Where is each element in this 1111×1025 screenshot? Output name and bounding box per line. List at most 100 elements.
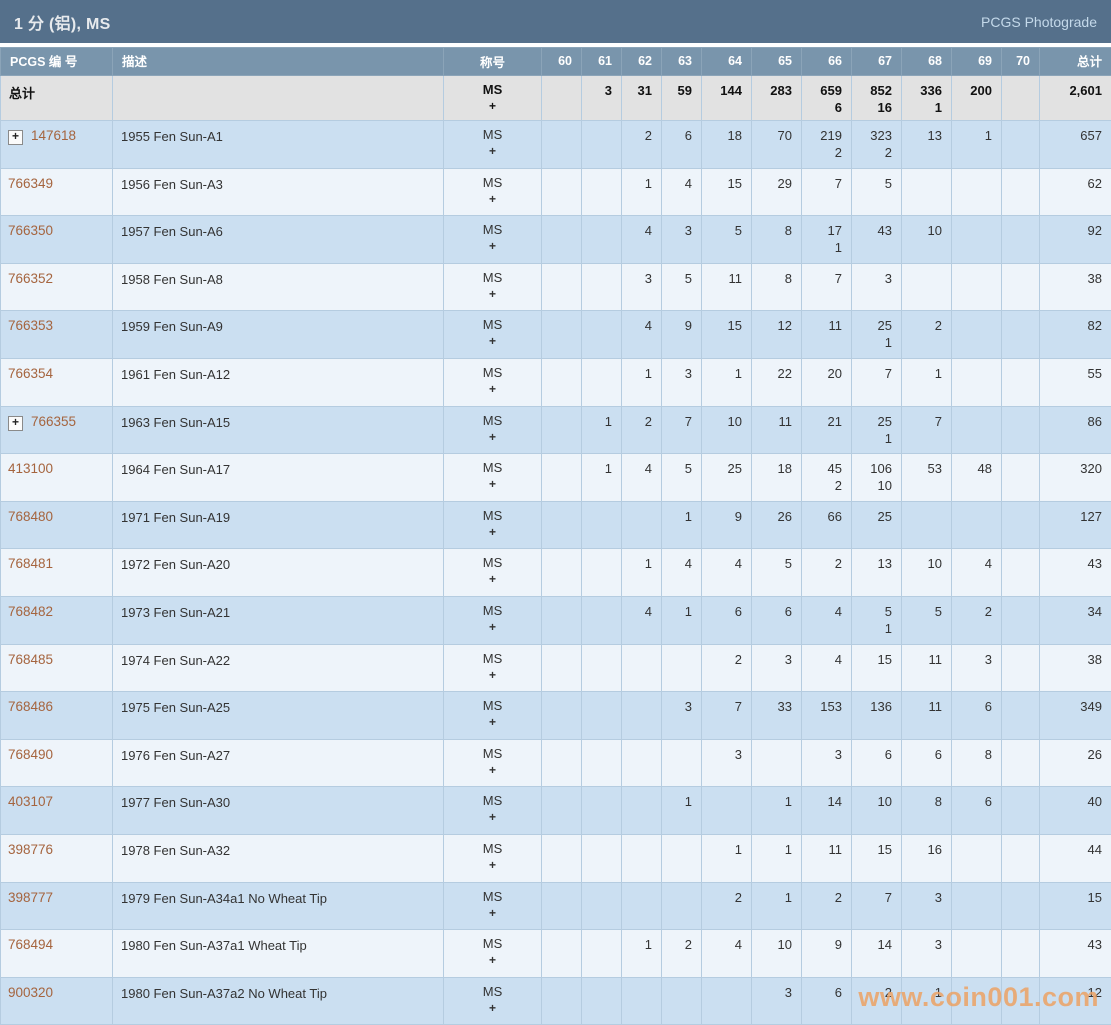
- grade-61-count-cell: [581, 500, 622, 550]
- pcgs-number-link[interactable]: 768490: [8, 746, 54, 762]
- grade-count-value: 1: [644, 556, 652, 572]
- pcgs-number-link[interactable]: 398776: [8, 841, 54, 857]
- row-total-cell: 44: [1039, 833, 1111, 883]
- designation-label: MS: [482, 983, 503, 999]
- row-total-cell: 43: [1039, 548, 1111, 597]
- grade-62-count-cell: 2: [621, 120, 662, 169]
- grade-70-count-cell: [1001, 215, 1040, 264]
- grade-68-count-cell: [901, 262, 952, 312]
- col-header-grade-60: 60: [541, 47, 582, 76]
- pcgs-number-link[interactable]: 768480: [8, 508, 54, 524]
- grade-61-count-cell: 1: [581, 405, 622, 455]
- pcgs-number-link[interactable]: 768494: [8, 937, 54, 953]
- grade-count-value: 7: [684, 413, 692, 429]
- pcgs-number-link[interactable]: 766352: [8, 270, 54, 286]
- grade-64-count-cell: 4: [701, 929, 752, 978]
- row-total-cell: 86: [1039, 405, 1111, 455]
- designation-plus-label: +: [488, 239, 496, 254]
- col-header-pcgs-number: PCGS 编 号: [0, 47, 113, 76]
- grade-count-value: 17: [827, 223, 842, 239]
- grade-61-count-cell: [581, 357, 622, 407]
- row-total-cell: 657: [1039, 120, 1111, 169]
- pcgs-number-link[interactable]: 768485: [8, 651, 54, 667]
- col-header-grade-70: 70: [1001, 47, 1040, 76]
- coin-description: 1973 Fen Sun-A21: [112, 595, 444, 645]
- pcgs-number-link[interactable]: 768486: [8, 699, 54, 715]
- pcgs-number-link[interactable]: 900320: [8, 984, 54, 1000]
- grade-69-count-cell: 1: [951, 120, 1002, 169]
- pcgs-number-link[interactable]: 768481: [8, 556, 54, 572]
- grade-count-value: 14: [827, 794, 842, 810]
- grade-count-value: 2: [834, 889, 842, 905]
- grade-66-count-cell: 7: [801, 167, 852, 217]
- grade-64-count-cell: 15: [701, 167, 752, 217]
- pcgs-number-link[interactable]: 403107: [8, 794, 54, 810]
- grade-count-value: 3: [684, 223, 692, 239]
- grade-66-count-cell: 153: [801, 691, 852, 740]
- table-row: 900320 1980 Fen Sun-A37a2 No Wheat Tip MS +…: [0, 976, 1111, 1025]
- grade-61-count-cell: [581, 643, 622, 693]
- grade-63-count-cell: 2: [661, 929, 702, 978]
- pcgs-number-link[interactable]: 766353: [8, 318, 54, 334]
- row-total-value: 34: [1087, 603, 1102, 619]
- grade-count-value: 10: [927, 556, 942, 572]
- grade-count-value: 4: [834, 603, 842, 619]
- grade-61-count-cell: [581, 548, 622, 597]
- grade-count-value: 45: [827, 461, 842, 477]
- grade-66-count-cell: 4: [801, 643, 852, 693]
- grade-65-count-cell: 1: [751, 833, 802, 883]
- row-total-value: 92: [1087, 223, 1102, 239]
- col-header-description: 描述: [112, 47, 444, 76]
- grade-61-count-cell: [581, 881, 622, 931]
- grade-count-value: 200: [970, 83, 992, 98]
- grade-65-count-cell: 29: [751, 167, 802, 217]
- grade-63-count-cell: 3: [661, 215, 702, 264]
- grade-69-count-cell: 200: [951, 75, 1002, 121]
- grade-plus-count-value: 2: [834, 478, 842, 494]
- grade-68-count-cell: 336 1: [901, 75, 952, 121]
- grade-plus-count-value: 1: [884, 335, 892, 351]
- grade-63-count-cell: 3: [661, 357, 702, 407]
- grade-count-value: 20: [827, 365, 842, 381]
- designation-label: MS: [482, 936, 503, 952]
- pcgs-number-link[interactable]: 398777: [8, 889, 54, 905]
- expand-icon[interactable]: +: [8, 130, 23, 145]
- photograde-link[interactable]: PCGS Photograde: [981, 13, 1097, 30]
- pcgs-number-link[interactable]: 766350: [8, 223, 54, 239]
- grade-count-value: 43: [877, 223, 892, 239]
- pcgs-number-cell: 403107: [0, 786, 113, 835]
- designation-cell: MS +: [443, 595, 542, 645]
- pcgs-number-link[interactable]: 766355: [31, 413, 77, 429]
- designation-cell: MS +: [443, 929, 542, 978]
- grade-65-count-cell: 22: [751, 357, 802, 407]
- pcgs-number-cell: 766353: [0, 310, 113, 359]
- pcgs-number-link[interactable]: 766349: [8, 175, 54, 191]
- pcgs-number-cell: 766354: [0, 357, 113, 407]
- grade-61-count-cell: [581, 833, 622, 883]
- grade-count-value: 7: [884, 889, 892, 905]
- grade-count-value: 3: [784, 651, 792, 667]
- pcgs-number-link[interactable]: 768482: [8, 603, 54, 619]
- grade-66-count-cell: 2: [801, 548, 852, 597]
- grade-count-value: 1: [644, 937, 652, 953]
- designation-label: MS: [482, 745, 503, 761]
- grade-69-count-cell: 48: [951, 453, 1002, 502]
- grade-count-value: 4: [684, 556, 692, 572]
- designation-label: MS: [482, 602, 503, 618]
- grade-count-value: 15: [727, 318, 742, 334]
- grade-67-count-cell: 106 10: [851, 453, 902, 502]
- designation-cell: MS +: [443, 215, 542, 264]
- grade-60-count-cell: [541, 643, 582, 693]
- grade-66-count-cell: 2: [801, 881, 852, 931]
- grade-67-count-cell: 323 2: [851, 120, 902, 169]
- pcgs-number-link[interactable]: 766354: [8, 365, 54, 381]
- grade-count-value: 25: [877, 508, 892, 524]
- grade-68-count-cell: 10: [901, 215, 952, 264]
- pcgs-number-link[interactable]: 147618: [31, 128, 77, 143]
- grade-count-value: 336: [920, 83, 942, 98]
- grade-61-count-cell: [581, 738, 622, 788]
- pcgs-number-link[interactable]: 413100: [8, 461, 54, 477]
- grade-60-count-cell: [541, 595, 582, 645]
- expand-icon[interactable]: +: [8, 415, 23, 431]
- grade-69-count-cell: 8: [951, 738, 1002, 788]
